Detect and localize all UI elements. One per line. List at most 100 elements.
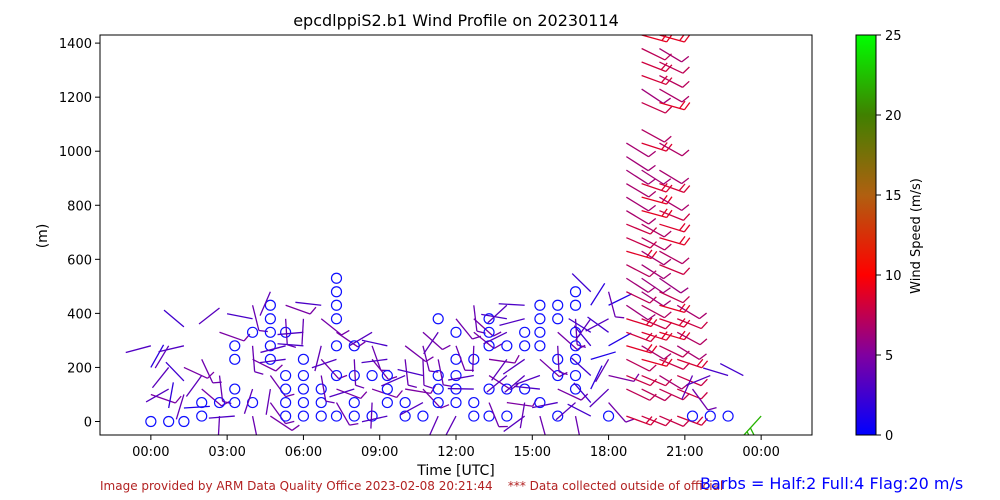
wind-barb-feather	[440, 404, 450, 409]
wind-barb	[571, 357, 592, 377]
wind-barb	[251, 305, 260, 331]
wind-barb	[314, 345, 322, 372]
calm-circle	[381, 383, 393, 395]
wind-barb	[284, 318, 288, 345]
wind-barb-feather	[647, 286, 656, 293]
wind-barb-feather	[679, 35, 685, 42]
wind-barb	[491, 358, 508, 381]
wind-barb-feather	[665, 64, 673, 72]
calm-circle	[534, 313, 546, 325]
calm-circle	[483, 313, 495, 325]
wind-barb	[626, 291, 651, 304]
wind-barb-feather	[309, 306, 317, 315]
wind-barb-feather	[683, 224, 691, 233]
wind-barb	[371, 345, 382, 371]
wind-barb	[336, 331, 359, 348]
wind-barb-feather	[660, 62, 668, 71]
wind-barb	[590, 351, 616, 360]
wind-barb	[608, 332, 632, 347]
wind-barb	[641, 101, 666, 114]
wind-barb-feather	[683, 267, 691, 275]
footer-notice: *** Data collected outside of official	[507, 479, 724, 493]
calm-circle	[534, 340, 546, 352]
calm-circle	[468, 396, 480, 409]
wind-barb	[277, 331, 304, 336]
wind-barb	[589, 388, 610, 408]
wind-barb-feather	[285, 393, 295, 398]
wind-barb	[676, 331, 701, 346]
calm-circle	[297, 353, 310, 365]
wind-barb	[183, 366, 208, 379]
wind-barb	[641, 318, 666, 330]
wind-barb	[183, 405, 210, 409]
colorbar-label: Wind Speed (m/s)	[909, 178, 924, 294]
wind-barb	[659, 142, 683, 157]
wind-barb	[626, 183, 650, 198]
wind-barb	[259, 358, 286, 364]
wind-barb	[575, 318, 592, 341]
wind-barb-feather	[699, 338, 708, 346]
wind-barb-feather	[664, 243, 672, 251]
calm-circle	[348, 340, 360, 352]
calm-circle	[534, 326, 546, 338]
wind-barb	[404, 345, 427, 363]
wind-barb	[335, 402, 351, 426]
wind-barb-feather	[665, 184, 673, 193]
wind-barb-feather	[662, 287, 671, 294]
wind-barb	[659, 88, 683, 103]
wind-barb	[641, 291, 664, 307]
wind-barb-feather	[683, 35, 691, 43]
wind-barb	[659, 415, 684, 427]
wind-barb-feather	[696, 358, 704, 367]
wind-barb	[590, 282, 606, 306]
wind-barb	[422, 345, 430, 372]
x-tick-label: 18:00	[590, 445, 627, 460]
wind-barb-feather	[581, 442, 590, 443]
calm-circle	[501, 340, 513, 352]
wind-barb	[277, 343, 304, 347]
wind-barb-feather	[429, 370, 439, 373]
wind-barb-feather	[355, 384, 365, 389]
wind-barb	[218, 375, 224, 402]
wind-barb-feather	[679, 303, 686, 312]
wind-barb	[370, 402, 373, 429]
wind-barb-feather	[647, 178, 656, 185]
calm-circle	[468, 410, 480, 422]
wind-barb-feather	[576, 344, 586, 349]
calm-circle	[432, 396, 444, 409]
wind-barb-feather	[665, 332, 673, 341]
wind-barb-feather	[646, 344, 653, 353]
calm-circle	[330, 410, 343, 422]
wind-barb	[151, 367, 170, 389]
wind-barb-feather	[699, 312, 707, 320]
wind-barb-feather	[683, 332, 691, 341]
y-axis: 0 200 400 600 800 1000 1200 1400	[59, 37, 100, 430]
wind-barb	[488, 358, 515, 364]
calm-circle	[366, 369, 378, 382]
wind-barb	[539, 358, 560, 378]
wind-barb	[626, 210, 650, 225]
colorbar-tick-label: 20	[885, 109, 902, 124]
wind-barb	[626, 388, 651, 401]
wind-barb	[659, 388, 684, 401]
wind-barb	[158, 345, 185, 353]
calm-circle	[399, 410, 411, 422]
calm-circle	[483, 326, 495, 338]
wind-barb	[217, 416, 221, 435]
wind-barb	[641, 264, 664, 280]
wind-barb-feather	[275, 364, 283, 372]
colorbar-ticks: 0 5 10 15 20 25	[876, 29, 902, 444]
wind-barb	[532, 401, 558, 409]
wind-barb	[311, 358, 337, 369]
wind-barb-feather	[696, 416, 704, 424]
wind-barb	[320, 375, 327, 402]
wind-barb	[201, 388, 222, 407]
calm-circle	[552, 313, 564, 325]
calm-circle	[264, 313, 276, 325]
wind-barb-feather	[254, 371, 264, 375]
wind-barb-feather	[683, 213, 691, 221]
wind-barb	[198, 307, 220, 325]
calm-circle	[483, 383, 495, 395]
wind-barb-feather	[648, 217, 657, 225]
wind-barb	[473, 318, 494, 337]
